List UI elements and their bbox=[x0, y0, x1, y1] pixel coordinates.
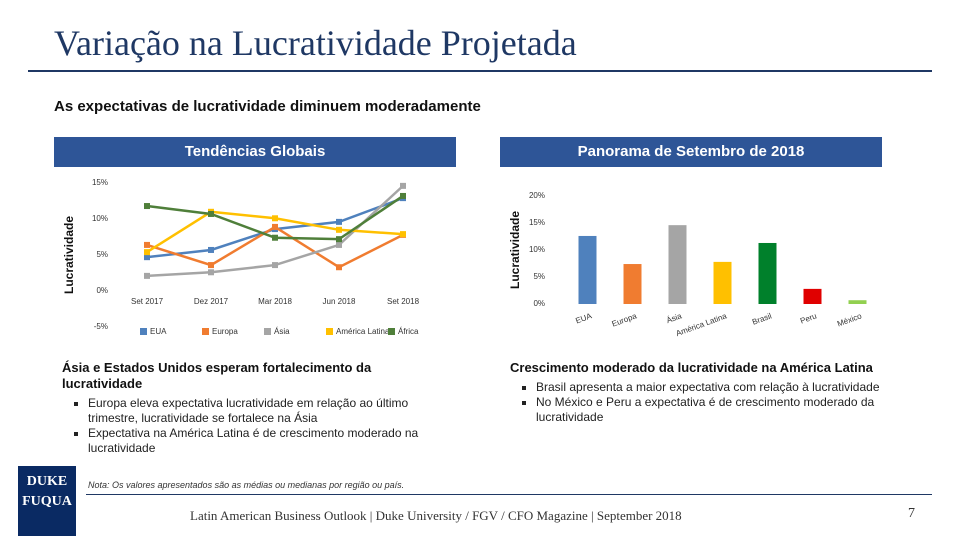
bar bbox=[848, 300, 867, 304]
marker bbox=[336, 241, 342, 248]
x-tick-label: Set 2018 bbox=[387, 297, 420, 306]
legend-swatch bbox=[326, 328, 333, 335]
footer: Latin American Business Outlook | Duke U… bbox=[190, 508, 682, 523]
title-rule bbox=[28, 70, 932, 72]
bar bbox=[713, 261, 732, 304]
legend-label: Ásia bbox=[274, 327, 290, 336]
right-heading: Crescimento moderado da lucratividade na… bbox=[510, 360, 873, 375]
marker bbox=[336, 226, 342, 233]
x-tick-label: Jun 2018 bbox=[323, 297, 356, 306]
y-tick-label: 0% bbox=[96, 286, 108, 295]
y-axis-label: Lucratividade bbox=[508, 211, 522, 289]
y-tick-label: 0% bbox=[533, 299, 545, 308]
bullet: Brasil apresenta a maior expectativa com… bbox=[536, 380, 910, 395]
x-tick-label: Brasil bbox=[751, 311, 773, 326]
right-bullets: Brasil apresenta a maior expectativa com… bbox=[510, 380, 910, 425]
marker bbox=[400, 182, 406, 189]
charts: -5% 0% 5% 10% 15% Lucratividade Set 2017 Dez 20… bbox=[62, 178, 867, 338]
x-tick-label: Dez 2017 bbox=[194, 297, 229, 306]
legend-label: EUA bbox=[150, 327, 167, 336]
x-tick-label: Peru bbox=[799, 311, 818, 325]
bullet: Europa eleva expectativa lucratividade e… bbox=[88, 396, 452, 426]
left-header: Tendências Globais bbox=[54, 137, 456, 167]
y-tick-label: 5% bbox=[533, 272, 545, 281]
x-tick-label: Set 2017 bbox=[131, 297, 164, 306]
y-tick-label: 15% bbox=[92, 178, 108, 187]
subtitle: As expectativas de lucratividade diminue… bbox=[54, 98, 481, 115]
marker bbox=[208, 210, 214, 217]
x-tick-label: Mar 2018 bbox=[258, 297, 292, 306]
marker bbox=[272, 215, 278, 222]
marker bbox=[272, 234, 278, 241]
legend-swatch bbox=[202, 328, 209, 335]
logo-line: FUQUA bbox=[22, 494, 72, 509]
legend-label: América Latina bbox=[336, 327, 390, 336]
x-tick-label: EUA bbox=[574, 311, 593, 325]
right-text: Crescimento moderado da lucratividade na… bbox=[510, 360, 910, 425]
left-text: Ásia e Estados Unidos esperam fortalecim… bbox=[62, 360, 452, 456]
logo-line: DUKE bbox=[26, 474, 68, 489]
x-tick-label: México bbox=[836, 311, 863, 328]
y-axis-label: Lucratividade bbox=[62, 216, 76, 294]
marker bbox=[208, 262, 214, 269]
x-tick-label: Europa bbox=[611, 311, 639, 328]
marker bbox=[400, 192, 406, 199]
page-number: 7 bbox=[908, 506, 915, 521]
title: Variação na Lucratividade Projetada bbox=[54, 23, 577, 63]
legend-label: Europa bbox=[212, 327, 238, 336]
bullet: No México e Peru a expectativa é de cres… bbox=[536, 395, 910, 425]
x-tick-label: Ásia bbox=[665, 311, 683, 325]
marker bbox=[336, 264, 342, 271]
x-tick-label: América Latina bbox=[675, 311, 729, 338]
marker bbox=[144, 241, 150, 248]
marker bbox=[400, 231, 406, 238]
bullet: Expectativa na América Latina é de cresc… bbox=[88, 426, 452, 456]
bar bbox=[668, 225, 687, 304]
y-tick-label: 15% bbox=[529, 218, 545, 227]
logo: DUKE FUQUA bbox=[18, 466, 76, 536]
right-header: Panorama de Setembro de 2018 bbox=[500, 137, 882, 167]
series-line bbox=[146, 225, 404, 269]
y-tick-label: 10% bbox=[529, 245, 545, 254]
bar bbox=[578, 235, 597, 304]
marker bbox=[144, 249, 150, 256]
footer-rule bbox=[86, 494, 932, 495]
legend-swatch bbox=[264, 328, 271, 335]
marker bbox=[336, 218, 342, 225]
marker bbox=[336, 236, 342, 243]
marker bbox=[208, 246, 214, 253]
bar bbox=[803, 288, 822, 304]
y-tick-label: -5% bbox=[94, 322, 108, 331]
marker bbox=[144, 272, 150, 279]
left-bullets: Europa eleva expectativa lucratividade e… bbox=[62, 396, 452, 456]
legend-label: África bbox=[398, 327, 419, 336]
marker bbox=[272, 223, 278, 230]
marker bbox=[144, 254, 150, 261]
legend-swatch bbox=[388, 328, 395, 335]
marker bbox=[208, 269, 214, 276]
legend-swatch bbox=[140, 328, 147, 335]
y-tick-label: 5% bbox=[96, 250, 108, 259]
marker bbox=[272, 262, 278, 269]
bar bbox=[623, 264, 642, 304]
marker bbox=[144, 203, 150, 210]
left-heading: Ásia e Estados Unidos esperam fortalecim… bbox=[62, 360, 372, 391]
bar bbox=[758, 242, 777, 304]
y-tick-label: 20% bbox=[529, 191, 545, 200]
note: Nota: Os valores apresentados são as méd… bbox=[88, 480, 405, 490]
y-tick-label: 10% bbox=[92, 214, 108, 223]
